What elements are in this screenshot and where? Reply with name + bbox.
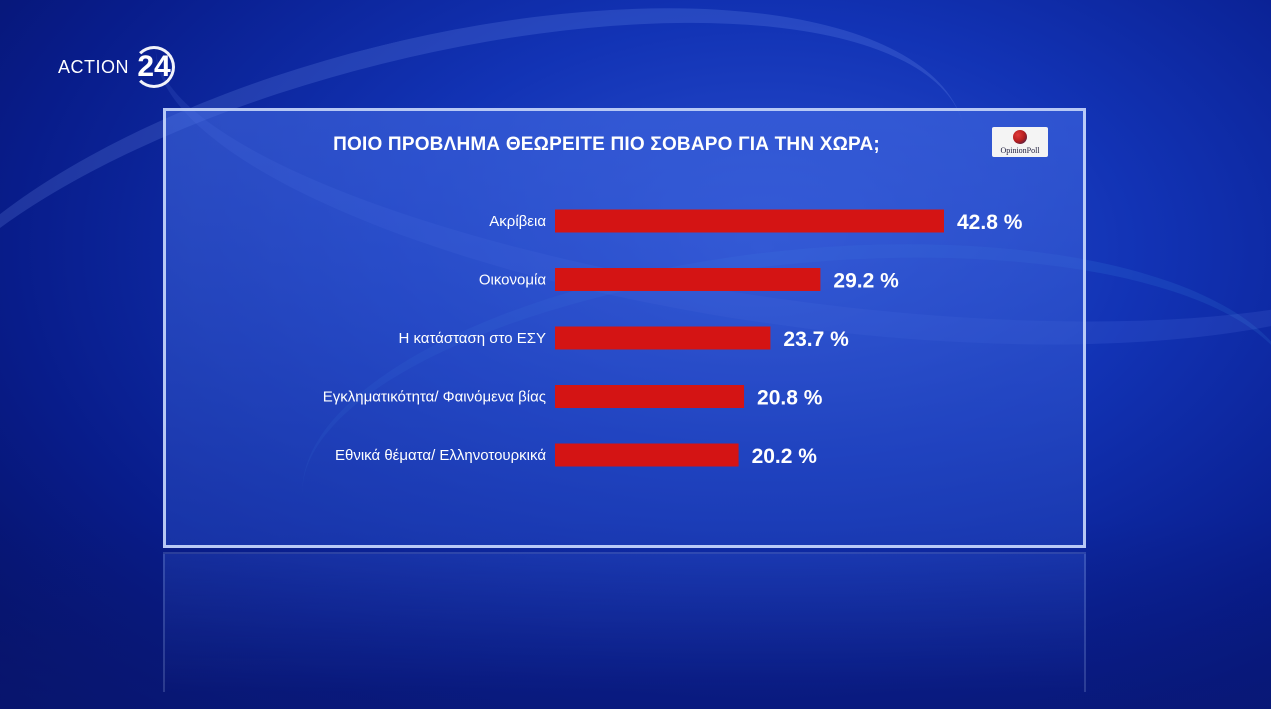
channel-logo-text: ACTION: [58, 56, 130, 77]
poll-panel: ΠΟΙΟ ΠΡΟΒΛΗΜΑ ΘΕΩΡΕΙΤΕ ΠΙΟ ΣΟΒΑΡΟ ΓΙΑ ΤΗ…: [163, 108, 1086, 548]
panel-reflection: [163, 552, 1086, 692]
channel-logo-number: 24: [133, 46, 176, 88]
value-label: 23.7 %: [783, 328, 849, 351]
value-label: 42.8 %: [957, 211, 1023, 234]
pollster-logo-text: OpinionPoll: [1000, 146, 1040, 155]
value-label: 20.2 %: [752, 445, 818, 468]
category-label: Οικονομία: [479, 272, 546, 289]
bar: [555, 443, 739, 467]
chart-title: ΠΟΙΟ ΠΡΟΒΛΗΜΑ ΘΕΩΡΕΙΤΕ ΠΙΟ ΣΟΒΑΡΟ ΓΙΑ ΤΗ…: [333, 134, 880, 155]
bar: [555, 326, 771, 350]
category-label: Η κατάσταση στο ΕΣΥ: [398, 330, 546, 347]
pollster-logo-icon: [1013, 130, 1027, 144]
pollster-logo: OpinionPoll: [992, 127, 1048, 157]
value-label: 29.2 %: [833, 270, 899, 293]
studio-floor: [0, 520, 1271, 709]
category-label: Ακρίβεια: [489, 213, 546, 230]
category-label: Εθνικά θέματα/ Ελληνοτουρκικά: [335, 447, 546, 464]
bar: [555, 209, 944, 233]
bar: [555, 385, 745, 408]
value-label: 20.8 %: [757, 387, 823, 410]
category-label: Εγκληματικότητα/ Φαινόμενα βίας: [323, 389, 546, 406]
bar: [555, 268, 821, 291]
channel-logo: ACTION 24: [58, 46, 176, 88]
